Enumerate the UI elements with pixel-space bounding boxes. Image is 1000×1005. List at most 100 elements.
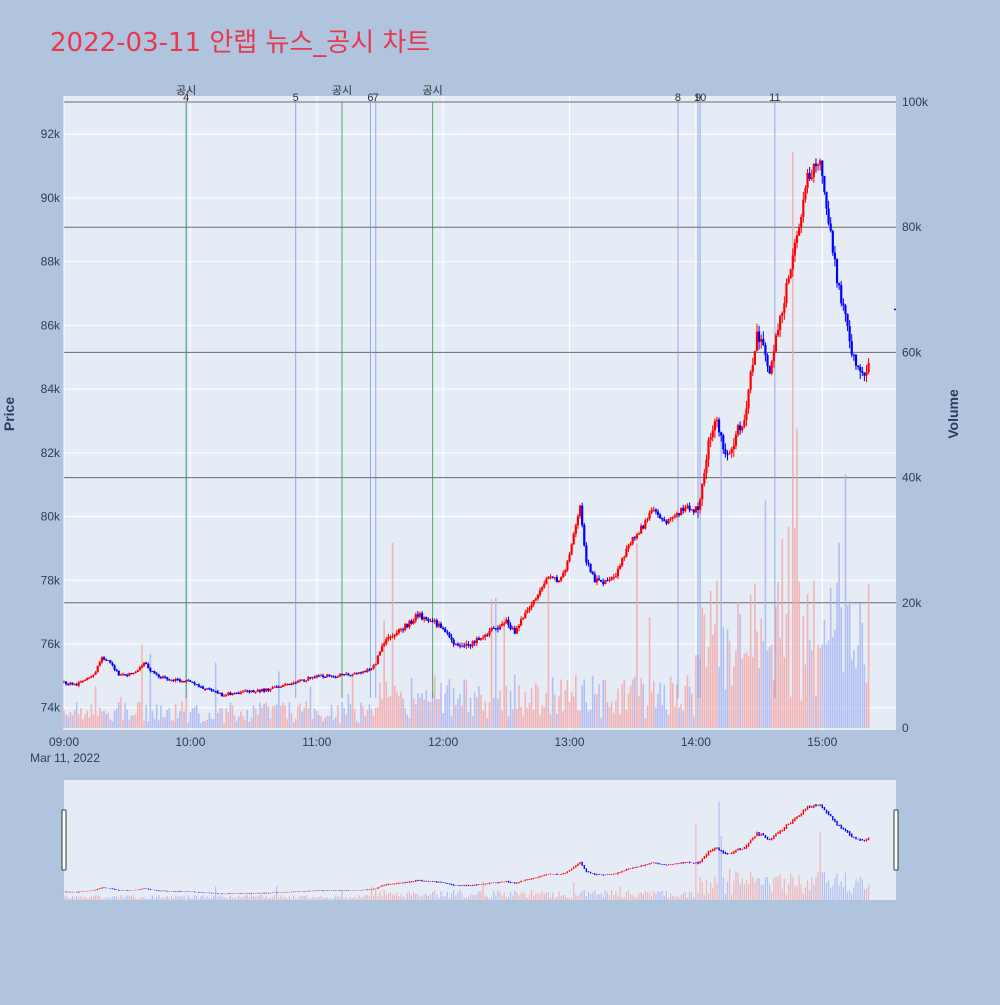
rangeslider-right-handle[interactable]	[893, 809, 899, 871]
volume-bar	[233, 715, 236, 728]
rangeslider-volume-bar	[246, 895, 248, 900]
volume-bar	[446, 685, 449, 728]
rangeslider-volume-bar	[162, 897, 164, 900]
rangeslider-volume-bar	[752, 877, 754, 900]
volume-bar	[362, 706, 364, 728]
volume-bar	[141, 644, 143, 728]
rangeslider-volume-bar	[653, 891, 655, 900]
rangeslider-volume-bar	[855, 879, 857, 900]
candle-body	[86, 678, 89, 680]
candle-body	[332, 676, 335, 678]
volume-bar	[692, 716, 695, 728]
candle-body	[755, 331, 759, 352]
volume-bar	[417, 693, 419, 728]
volume-bar	[200, 723, 202, 728]
candle-body	[686, 505, 689, 508]
news-label: 5	[293, 92, 299, 104]
volume-bar	[680, 704, 682, 728]
candle-body	[227, 692, 230, 695]
candle-body	[770, 361, 773, 374]
candle-body	[450, 637, 453, 640]
rangeslider-volume-bar	[627, 890, 630, 900]
volume-bar	[73, 710, 76, 728]
candle-body	[79, 681, 82, 683]
volume-bar	[181, 701, 183, 728]
candle-body	[260, 688, 264, 692]
volume-bar	[832, 636, 834, 728]
candle-body	[625, 548, 628, 557]
volume-bar	[389, 696, 392, 728]
candle-body	[562, 572, 565, 578]
rangeslider-volume-bar	[101, 898, 103, 900]
candle-body	[838, 283, 841, 286]
volume-bar	[334, 717, 337, 728]
time-tick-label: 14:00	[681, 735, 711, 749]
rangeslider-volume-bar	[124, 897, 126, 900]
rangeslider-left-handle[interactable]	[61, 809, 67, 871]
volume-bar	[646, 705, 649, 728]
candle-body	[536, 594, 540, 599]
candle-body	[96, 665, 99, 673]
candle-body	[431, 620, 434, 622]
volume-bar	[754, 583, 756, 728]
volume-bar	[385, 681, 388, 728]
volume-bar	[126, 709, 128, 728]
candle-body	[292, 682, 295, 684]
volume-bar	[657, 694, 659, 728]
rangeslider-volume-bar	[777, 876, 779, 900]
volume-bar	[309, 686, 312, 728]
candle-body	[102, 657, 106, 660]
volume-bar	[787, 526, 790, 728]
candle-body	[75, 684, 78, 686]
candle-body	[197, 684, 200, 687]
volume-bar	[421, 693, 423, 728]
plot-area	[64, 96, 896, 730]
rangeslider-volume-bar	[560, 895, 562, 900]
rangeslider-volume-bar	[314, 897, 316, 900]
candle-body	[420, 613, 424, 620]
rangeslider-volume-bar	[375, 889, 377, 900]
candle-body	[654, 509, 657, 512]
rangeslider-volume-bar	[703, 894, 705, 900]
rangeslider-volume-bar	[153, 898, 156, 900]
volume-bar	[566, 680, 569, 728]
volume-bar	[345, 714, 348, 728]
rangeslider-volume-bar	[116, 896, 118, 900]
volume-bar	[530, 688, 533, 728]
volume-bar	[674, 706, 676, 728]
rangeslider-volume-bar	[324, 897, 326, 900]
candle-body	[608, 579, 611, 581]
rangeslider-volume-bar	[189, 897, 191, 900]
candle-body	[597, 578, 601, 580]
volume-bar	[522, 716, 524, 728]
rangeslider-volume-bar	[648, 892, 651, 900]
candle-body	[513, 627, 516, 634]
candle-body	[442, 627, 445, 629]
rangeslider-volume-bar	[501, 895, 503, 900]
volume-bar	[629, 685, 632, 728]
volume-bar	[610, 701, 613, 728]
rangeslider-volume-bar	[840, 881, 842, 900]
rangeslider-volume-bar	[859, 876, 861, 900]
candle-body	[589, 564, 592, 573]
rangeslider-volume-bar	[533, 896, 535, 900]
volume-bar	[484, 701, 487, 728]
rangeslider-volume-bar	[65, 895, 67, 900]
candle-body	[585, 545, 588, 563]
rangeslider-volume-bar	[813, 885, 815, 900]
volume-bar	[583, 679, 586, 728]
rangeslider-volume-bar	[229, 895, 231, 900]
rangeslider-volume-bar	[128, 895, 130, 900]
rangeslider-volume-bar	[316, 897, 318, 900]
volume-bar	[324, 717, 326, 728]
volume-bar	[638, 695, 640, 728]
candle-body	[416, 614, 419, 617]
candle-body	[528, 607, 531, 611]
volume-bar	[101, 711, 103, 728]
rangeslider-volume-bar	[457, 892, 459, 900]
rangeslider-volume-bar	[853, 887, 855, 900]
candle-body	[378, 651, 382, 656]
candle-body	[600, 579, 603, 582]
rangeslider-volume-bar	[695, 823, 697, 900]
news-label: 9	[695, 92, 701, 104]
